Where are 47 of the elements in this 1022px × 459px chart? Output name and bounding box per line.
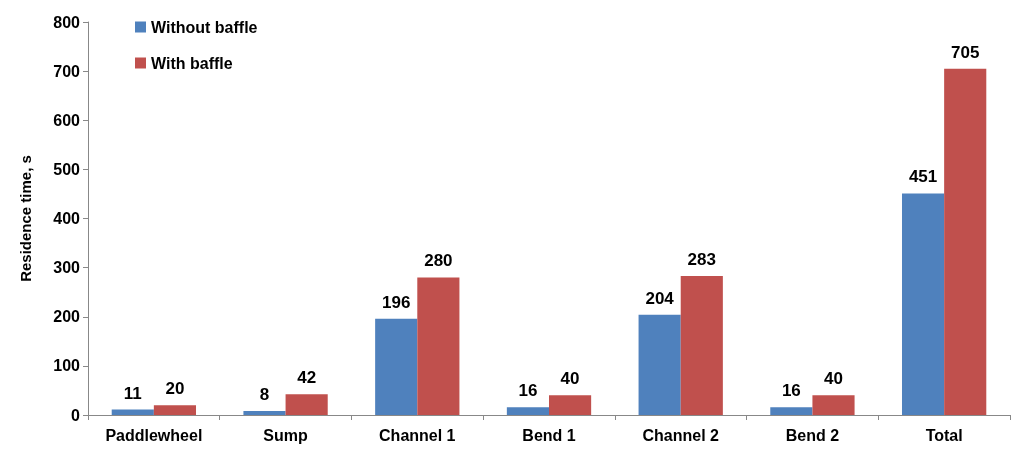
data-label: 451 — [908, 167, 938, 187]
y-tick-label: 400 — [53, 210, 81, 227]
x-tick-label: Bend 2 — [785, 426, 840, 444]
bar — [153, 405, 197, 415]
bar — [680, 275, 723, 415]
bar — [944, 68, 987, 415]
data-label: 204 — [645, 288, 675, 308]
y-axis-title: Residence time, s — [17, 155, 34, 282]
bar — [549, 395, 592, 415]
data-label: 42 — [297, 368, 317, 388]
y-tick-label: 800 — [53, 13, 81, 31]
data-label: 16 — [518, 381, 538, 401]
data-label: 40 — [560, 369, 580, 389]
bar — [417, 277, 460, 415]
x-tick-label: Paddlewheel — [105, 426, 203, 444]
bar — [638, 314, 681, 415]
y-tick-label: 0 — [71, 406, 81, 424]
bar — [770, 407, 813, 415]
bar — [285, 394, 328, 415]
data-label: 40 — [824, 369, 843, 389]
x-tick-label: Total — [925, 426, 963, 444]
y-tick-label: 700 — [53, 62, 81, 80]
bar — [506, 407, 549, 415]
data-label: 8 — [259, 385, 270, 405]
bar — [901, 193, 945, 415]
data-label: 196 — [382, 292, 411, 312]
bar — [812, 395, 855, 415]
bar — [111, 409, 154, 415]
x-tick-label: Channel 1 — [379, 426, 456, 444]
x-tick-label: Sump — [263, 426, 309, 444]
data-label: 20 — [165, 379, 185, 399]
y-tick-label: 500 — [53, 160, 81, 178]
y-tick-label: 200 — [53, 308, 81, 326]
data-label: 16 — [781, 381, 801, 401]
y-tick-label: 100 — [53, 357, 81, 375]
y-tick-label: 600 — [53, 111, 81, 129]
legend-label: With baffle — [151, 54, 233, 72]
data-label: 283 — [687, 249, 716, 269]
y-tick-label: 300 — [53, 259, 81, 277]
x-tick-label: Bend 1 — [522, 426, 576, 444]
data-label: 280 — [424, 251, 453, 271]
x-tick-label: Channel 2 — [642, 426, 720, 444]
data-label: 705 — [951, 42, 980, 62]
legend-label: Without baffle — [151, 18, 258, 36]
data-label: 11 — [123, 383, 142, 403]
bar — [375, 318, 418, 415]
bar — [243, 411, 286, 415]
